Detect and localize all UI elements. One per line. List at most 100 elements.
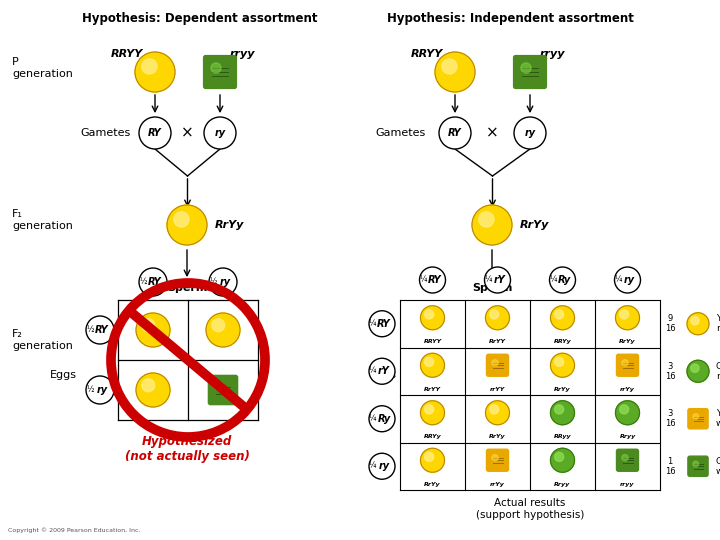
Circle shape xyxy=(136,313,170,347)
Circle shape xyxy=(135,52,175,92)
Circle shape xyxy=(425,453,433,462)
Text: P
generation: P generation xyxy=(12,57,73,79)
Circle shape xyxy=(616,306,639,330)
Text: RRYY: RRYY xyxy=(423,339,441,345)
Circle shape xyxy=(206,313,240,347)
Text: 3
16: 3 16 xyxy=(665,362,675,381)
Circle shape xyxy=(212,319,225,332)
Text: Ry: Ry xyxy=(377,414,391,424)
Text: rY: rY xyxy=(378,366,390,376)
Text: RY: RY xyxy=(148,277,162,287)
Circle shape xyxy=(622,455,628,461)
Circle shape xyxy=(425,310,433,319)
Circle shape xyxy=(215,382,224,391)
Circle shape xyxy=(369,453,395,480)
Text: RrYy: RrYy xyxy=(619,339,636,345)
Circle shape xyxy=(211,63,221,73)
Circle shape xyxy=(620,310,629,319)
Text: rrYy: rrYy xyxy=(620,387,635,392)
Text: F₁
generation: F₁ generation xyxy=(12,209,73,231)
Circle shape xyxy=(420,306,444,330)
Text: ¼: ¼ xyxy=(549,275,557,285)
Text: Yellow
round: Yellow round xyxy=(716,314,720,333)
Text: ry: ry xyxy=(379,461,390,471)
Circle shape xyxy=(420,267,446,293)
Text: rY: rY xyxy=(494,275,505,285)
Text: RrYY: RrYY xyxy=(489,339,506,345)
Text: RRYY: RRYY xyxy=(111,49,143,59)
Text: Hypothesis: Dependent assortment: Hypothesis: Dependent assortment xyxy=(82,12,318,25)
Circle shape xyxy=(442,59,457,74)
Circle shape xyxy=(142,379,155,392)
Circle shape xyxy=(690,316,699,325)
Text: F₂
generation: F₂ generation xyxy=(12,329,73,351)
Text: RrYy: RrYy xyxy=(554,387,571,392)
Circle shape xyxy=(514,117,546,149)
Circle shape xyxy=(420,401,444,425)
Circle shape xyxy=(142,319,155,332)
Text: ½: ½ xyxy=(139,278,147,287)
FancyBboxPatch shape xyxy=(487,354,508,376)
Text: RY: RY xyxy=(95,325,109,335)
FancyBboxPatch shape xyxy=(208,375,238,404)
FancyBboxPatch shape xyxy=(688,456,708,476)
Text: Eggs: Eggs xyxy=(50,370,77,380)
Text: Actual results
(support hypothesis): Actual results (support hypothesis) xyxy=(476,498,584,519)
Text: ¼: ¼ xyxy=(369,367,376,376)
Text: RRYY: RRYY xyxy=(411,49,443,59)
Text: RRyy: RRyy xyxy=(554,434,571,440)
Text: Hypothesis: Independent assortment: Hypothesis: Independent assortment xyxy=(387,12,634,25)
Text: Hypothesized
(not actually seen): Hypothesized (not actually seen) xyxy=(125,435,249,463)
Circle shape xyxy=(690,364,699,373)
Circle shape xyxy=(86,316,114,344)
Circle shape xyxy=(687,313,709,335)
Text: Yellow
wrinkled: Yellow wrinkled xyxy=(716,409,720,428)
Circle shape xyxy=(485,401,510,425)
Text: RrYy: RrYy xyxy=(424,482,441,487)
Circle shape xyxy=(86,376,114,404)
Text: ry: ry xyxy=(220,277,230,287)
Circle shape xyxy=(420,448,444,472)
Circle shape xyxy=(551,448,575,472)
Text: ¼: ¼ xyxy=(419,275,427,285)
Text: RY: RY xyxy=(377,319,391,329)
Circle shape xyxy=(439,117,471,149)
Circle shape xyxy=(139,268,167,296)
Text: rryy: rryy xyxy=(539,49,564,59)
Circle shape xyxy=(521,63,531,73)
FancyBboxPatch shape xyxy=(204,56,236,89)
Circle shape xyxy=(204,117,236,149)
Text: rrYY: rrYY xyxy=(490,387,505,392)
Text: ½: ½ xyxy=(86,386,94,395)
Circle shape xyxy=(485,267,510,293)
Circle shape xyxy=(551,401,575,425)
Circle shape xyxy=(139,117,171,149)
Text: RrYy: RrYy xyxy=(215,220,244,230)
Text: RRYy: RRYy xyxy=(423,434,441,440)
Circle shape xyxy=(492,455,498,461)
Text: Green
round: Green round xyxy=(716,362,720,381)
Circle shape xyxy=(554,310,564,319)
Circle shape xyxy=(554,357,564,367)
Circle shape xyxy=(616,401,639,425)
Text: RRYy: RRYy xyxy=(554,339,572,345)
Text: 9
16: 9 16 xyxy=(665,314,675,333)
Circle shape xyxy=(369,310,395,337)
Text: ry: ry xyxy=(96,385,107,395)
Circle shape xyxy=(693,414,698,420)
Text: rrYy: rrYy xyxy=(490,482,505,487)
Text: RrYY: RrYY xyxy=(424,387,441,392)
Text: Rryy: Rryy xyxy=(619,434,636,440)
Text: ¼: ¼ xyxy=(485,275,492,285)
Circle shape xyxy=(479,212,494,227)
Text: Gametes: Gametes xyxy=(80,128,130,138)
FancyBboxPatch shape xyxy=(513,56,546,89)
Circle shape xyxy=(622,360,628,366)
Text: 1
16: 1 16 xyxy=(665,456,675,476)
Circle shape xyxy=(549,267,575,293)
Text: ry: ry xyxy=(524,128,536,138)
Text: ½: ½ xyxy=(210,278,217,287)
Text: RrYy: RrYy xyxy=(489,434,506,440)
Circle shape xyxy=(551,353,575,377)
Text: ×: × xyxy=(485,125,498,140)
